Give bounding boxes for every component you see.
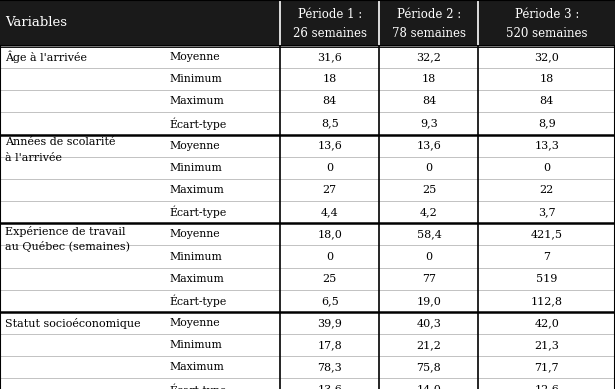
Text: 13,6: 13,6	[317, 141, 342, 151]
Text: 14,0: 14,0	[416, 385, 442, 389]
Bar	[0, 378, 615, 389]
Text: 58,4: 58,4	[416, 230, 442, 239]
Text: Écart-type: Écart-type	[170, 294, 227, 307]
Text: 4,4: 4,4	[321, 207, 338, 217]
Text: à l'arrivée: à l'arrivée	[5, 153, 62, 163]
Text: 3,7: 3,7	[538, 207, 555, 217]
Text: 17,8: 17,8	[317, 340, 342, 350]
Text: 6,5: 6,5	[321, 296, 338, 306]
Text: 42,0: 42,0	[534, 318, 559, 328]
Text: 21,2: 21,2	[416, 340, 442, 350]
Text: Minimum: Minimum	[170, 252, 223, 261]
Text: au Québec (semaines): au Québec (semaines)	[5, 241, 130, 252]
Bar	[0, 157, 615, 179]
Text: Statut socioéconomique: Statut socioéconomique	[5, 317, 141, 329]
Bar	[0, 68, 615, 90]
Text: 4,2: 4,2	[420, 207, 438, 217]
Text: Âge à l'arrivée: Âge à l'arrivée	[5, 51, 87, 63]
Bar	[0, 268, 615, 290]
Bar	[0, 356, 615, 378]
Text: 112,8: 112,8	[531, 296, 563, 306]
Text: 84: 84	[422, 96, 436, 106]
Bar	[0, 290, 615, 312]
Text: 84: 84	[539, 96, 554, 106]
Text: Moyenne: Moyenne	[170, 318, 220, 328]
Text: 9,3: 9,3	[420, 119, 438, 128]
Text: 13,6: 13,6	[416, 141, 442, 151]
Text: 22: 22	[539, 185, 554, 195]
Text: 13,3: 13,3	[534, 141, 559, 151]
Text: 71,7: 71,7	[534, 363, 559, 372]
Bar	[0, 0, 615, 46]
Bar	[0, 46, 615, 68]
Bar	[0, 334, 615, 356]
Bar	[0, 312, 615, 334]
Text: 7: 7	[543, 252, 550, 261]
Text: 18,0: 18,0	[317, 230, 342, 239]
Text: Maximum: Maximum	[170, 96, 224, 106]
Text: 27: 27	[323, 185, 336, 195]
Text: 32,0: 32,0	[534, 52, 559, 62]
Text: Maximum: Maximum	[170, 185, 224, 195]
Text: Minimum: Minimum	[170, 340, 223, 350]
Text: Minimum: Minimum	[170, 163, 223, 173]
Text: 0: 0	[543, 163, 550, 173]
Text: 13,6: 13,6	[317, 385, 342, 389]
Text: Maximum: Maximum	[170, 274, 224, 284]
Text: 77: 77	[422, 274, 436, 284]
Text: 26 semaines: 26 semaines	[293, 26, 367, 40]
Text: 8,5: 8,5	[321, 119, 338, 128]
Text: 19,0: 19,0	[416, 296, 442, 306]
Text: 8,9: 8,9	[538, 119, 555, 128]
Text: 75,8: 75,8	[416, 363, 442, 372]
Bar	[0, 179, 615, 201]
Text: 31,6: 31,6	[317, 52, 342, 62]
Bar	[0, 135, 615, 157]
Text: Moyenne: Moyenne	[170, 230, 220, 239]
Text: 18: 18	[539, 74, 554, 84]
Text: 519: 519	[536, 274, 557, 284]
Text: Minimum: Minimum	[170, 74, 223, 84]
Text: Écart-type: Écart-type	[170, 383, 227, 389]
Text: Moyenne: Moyenne	[170, 52, 220, 62]
Text: Période 3 :: Période 3 :	[515, 8, 579, 21]
Text: 25: 25	[322, 274, 337, 284]
Text: 0: 0	[326, 163, 333, 173]
Bar	[0, 112, 615, 135]
Text: 12,6: 12,6	[534, 385, 559, 389]
Text: 18: 18	[422, 74, 436, 84]
Text: Expérience de travail: Expérience de travail	[5, 226, 125, 237]
Bar	[0, 245, 615, 268]
Text: 78 semaines: 78 semaines	[392, 26, 466, 40]
Text: 84: 84	[322, 96, 337, 106]
Text: Écart-type: Écart-type	[170, 206, 227, 219]
Bar	[0, 201, 615, 223]
Text: 520 semaines: 520 semaines	[506, 26, 587, 40]
Text: 25: 25	[422, 185, 436, 195]
Text: 39,9: 39,9	[317, 318, 342, 328]
Text: 0: 0	[426, 252, 432, 261]
Text: Écart-type: Écart-type	[170, 117, 227, 130]
Text: 18: 18	[322, 74, 337, 84]
Text: 0: 0	[426, 163, 432, 173]
Text: 78,3: 78,3	[317, 363, 342, 372]
Text: 21,3: 21,3	[534, 340, 559, 350]
Text: Période 2 :: Période 2 :	[397, 8, 461, 21]
Text: Moyenne: Moyenne	[170, 141, 220, 151]
Bar	[0, 90, 615, 112]
Text: Période 1 :: Période 1 :	[298, 8, 362, 21]
Text: Variables: Variables	[5, 16, 67, 30]
Text: 32,2: 32,2	[416, 52, 442, 62]
Text: 0: 0	[326, 252, 333, 261]
Text: Maximum: Maximum	[170, 363, 224, 372]
Bar	[0, 223, 615, 245]
Text: 40,3: 40,3	[416, 318, 442, 328]
Text: Années de scolarité: Années de scolarité	[5, 137, 116, 147]
Text: 421,5: 421,5	[531, 230, 563, 239]
